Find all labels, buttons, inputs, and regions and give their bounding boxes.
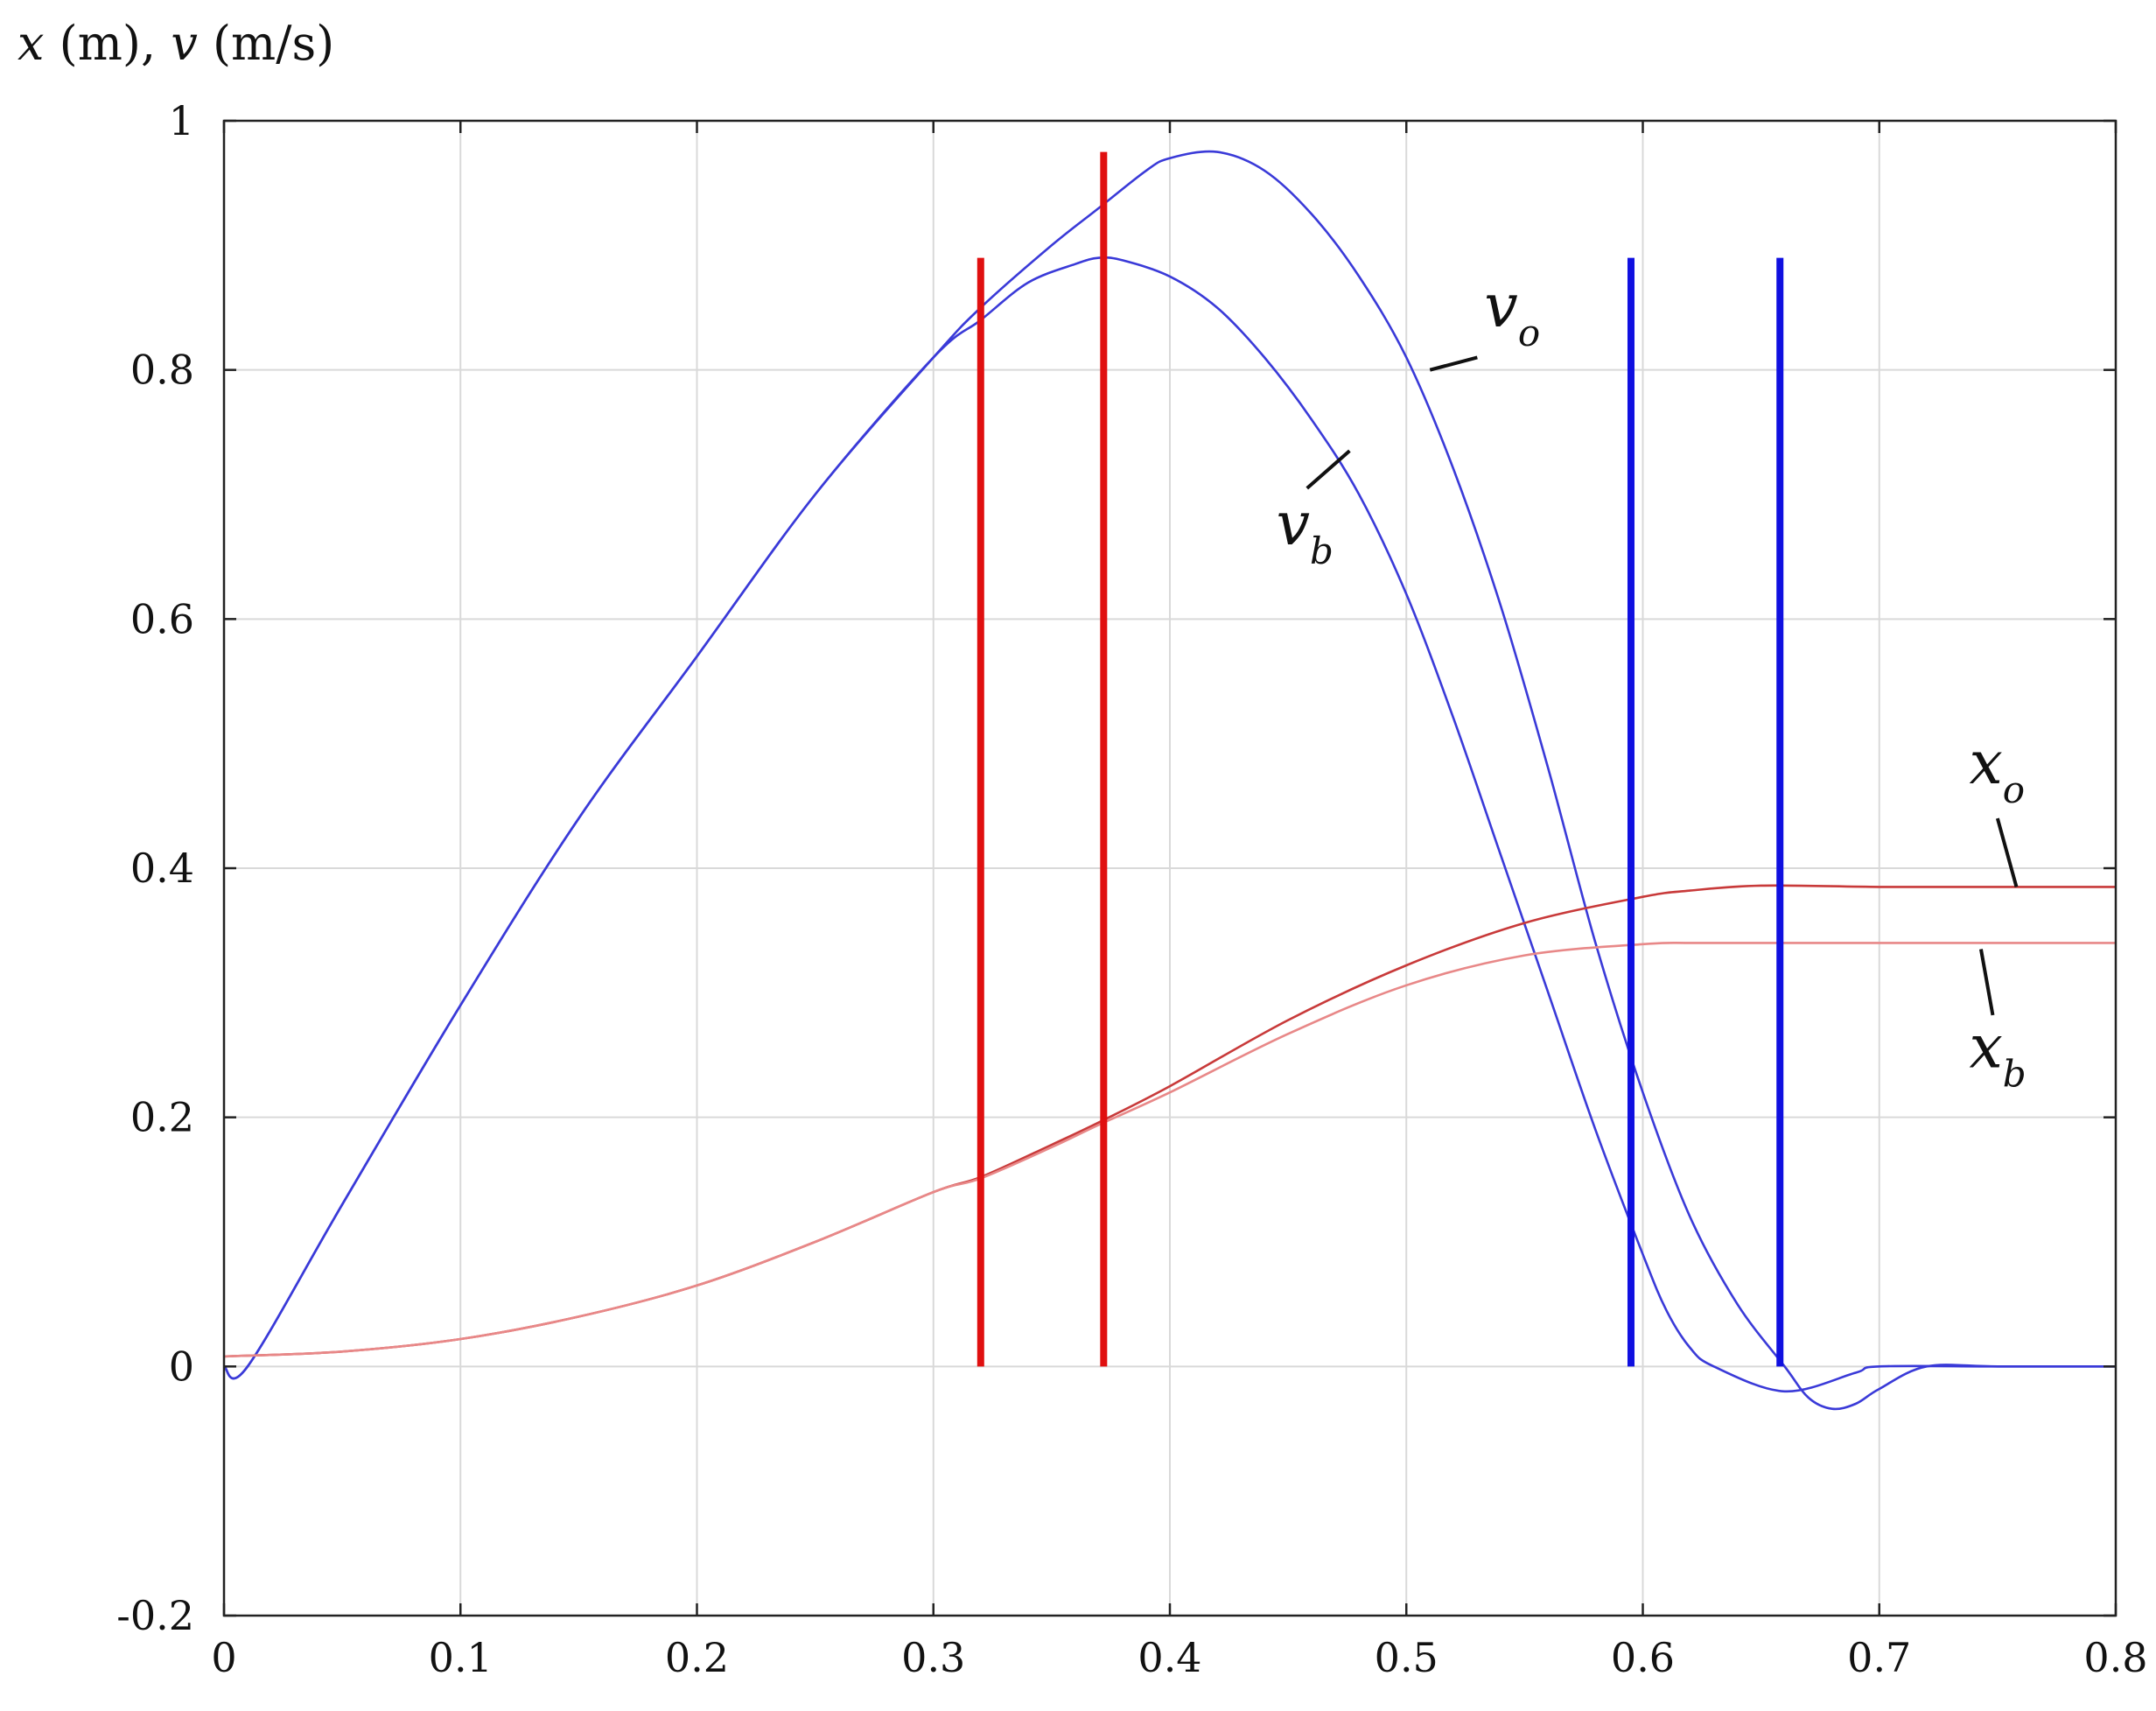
y-tick-label: 0.6 [130,595,194,642]
x-tick-label: 0.1 [429,1634,493,1681]
y-tick-label: 0.8 [130,347,194,394]
x-tick-label: 0.8 [2083,1634,2147,1681]
label-v-b-main: v [1277,490,1310,559]
y-axis-label-v: v [171,16,198,71]
series-line-x-b [223,942,2116,1358]
label-v-o-leader [1429,355,1478,372]
y-tick-label: 0 [169,1343,194,1390]
y-axis-label-x-unit: (m), [44,16,171,71]
label-v-o-sub: o [1518,312,1540,354]
x-tick-label: 0.7 [1847,1634,1911,1681]
label-v-b-sub: b [1310,529,1334,572]
grid [224,121,2116,1616]
label-x-b-sub: b [2003,1053,2026,1096]
label-x-o: xo [1969,729,2025,811]
marker-layer [976,151,1784,1367]
label-v-b-leader [1306,449,1351,490]
x-tick-label: 0.4 [1138,1634,1201,1681]
label-x-b-main: x [1969,1013,2002,1083]
y-axis-label-x: x [18,16,44,71]
y-tick-label: 0.2 [130,1094,194,1141]
label-x-b: xb [1969,1013,2026,1096]
x-tick-label: 0.3 [901,1634,965,1681]
x-tick-label: 0.5 [1375,1634,1438,1681]
y-axis-label-v-unit: (m/s) [198,16,334,71]
series-layer [223,150,2116,1411]
y-tick-label: 0.4 [130,845,194,892]
y-tick-label: 1 [169,97,194,144]
label-v-o-main: v [1484,272,1517,341]
y-tick-label: -0.2 [116,1592,194,1639]
x-tick-label: 0.2 [665,1634,729,1681]
x-tick-label: 0 [211,1634,236,1681]
axes [222,119,2118,1617]
label-v-b: vb [1277,490,1334,572]
label-x-o-main: x [1969,729,2002,798]
label-x-o-leader [1995,817,2019,887]
label-x-o-sub: o [2003,768,2025,811]
y-axis-label: x (m), v (m/s) [18,16,334,71]
tick-labels: 0 0.1 0.2 0.3 0.4 0.5 0.6 0.7 0.8 -0.2 0 0.2 0.4 0.6 0… [116,97,2147,1681]
series-line-v-b [223,256,2116,1393]
label-v-o: vo [1484,272,1540,354]
x-tick-label: 0.6 [1611,1634,1675,1681]
label-x-b-leader [1978,949,1995,1016]
